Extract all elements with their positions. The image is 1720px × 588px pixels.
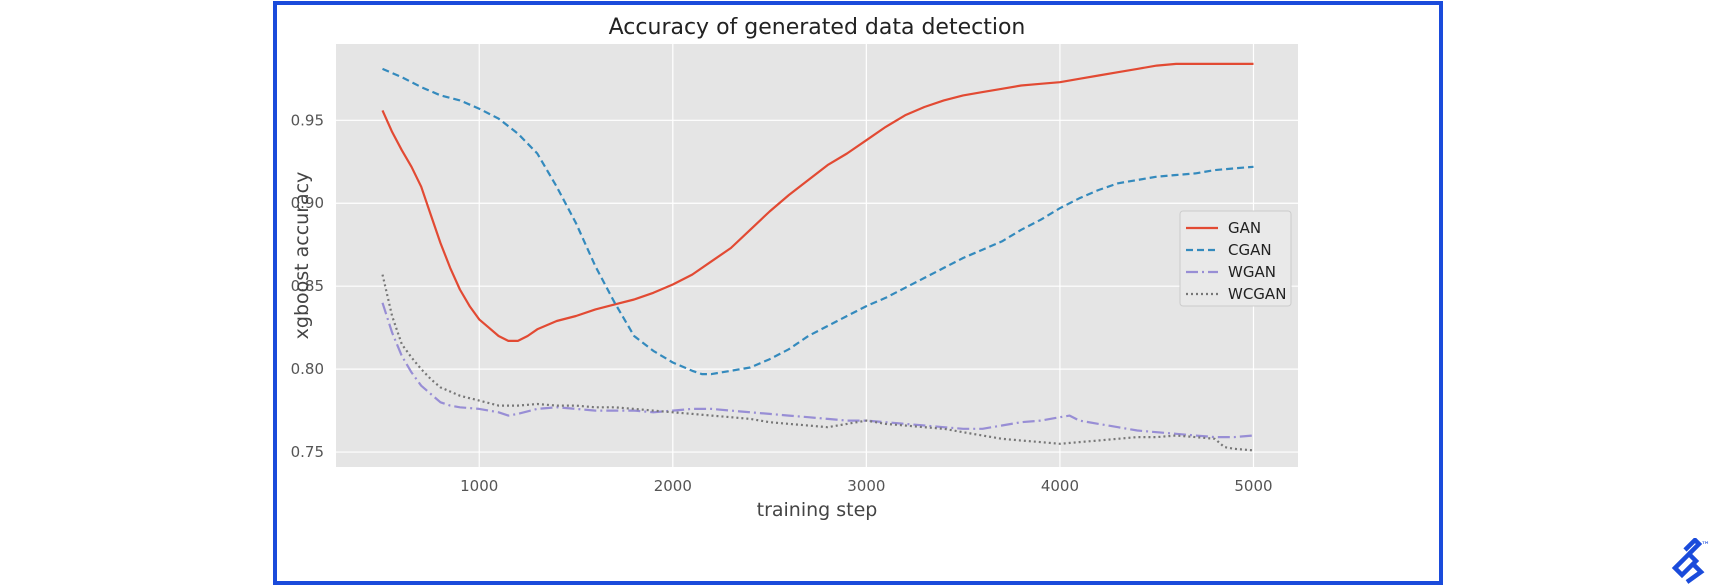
y-axis-label: xgboost accuracy (291, 172, 313, 340)
chart-svg: 1000 2000 3000 4000 5000 0.75 0.80 0.85 0.90 0.95… (291, 15, 1298, 521)
series-lines (381, 62, 1254, 452)
plot-area (336, 44, 1298, 467)
y-tick-label: 0.90 (291, 194, 324, 212)
legend-label-wgan: WGAN (1228, 263, 1276, 281)
x-tick-label: 5000 (1234, 477, 1272, 495)
x-tick-label: 3000 (847, 477, 885, 495)
legend-box (1179, 210, 1292, 307)
legend-label-cgan: CGAN (1228, 241, 1272, 259)
y-tick-label: 0.80 (291, 360, 324, 378)
x-tick-label: 2000 (654, 477, 692, 495)
y-tick-label: 0.75 (291, 443, 324, 461)
legend: GAN CGAN WGAN WCGAN (1179, 210, 1292, 307)
axis-ticks: 1000 2000 3000 4000 5000 0.75 0.80 0.85 0.90 0.95 (291, 111, 1273, 495)
svg-text:™: ™ (1701, 541, 1710, 551)
x-tick-label: 4000 (1041, 477, 1079, 495)
chart-frame: 1000 2000 3000 4000 5000 0.75 0.80 0.85 0.90 0.95… (273, 1, 1443, 585)
x-axis-label: training step (757, 499, 878, 521)
series-line-gan (381, 62, 1254, 342)
series-line-wgan (381, 302, 1254, 439)
series-line-cgan (382, 67, 1254, 376)
toptal-logo-icon: ™ (1671, 538, 1710, 584)
legend-label-wcgan: WCGAN (1228, 285, 1286, 303)
y-tick-label: 0.95 (291, 111, 324, 129)
x-tick-label: 1000 (460, 477, 498, 495)
y-tick-label: 0.85 (291, 277, 324, 295)
series-line-wcgan (381, 274, 1254, 452)
legend-label-gan: GAN (1228, 219, 1261, 237)
chart-title: Accuracy of generated data detection (609, 15, 1026, 40)
